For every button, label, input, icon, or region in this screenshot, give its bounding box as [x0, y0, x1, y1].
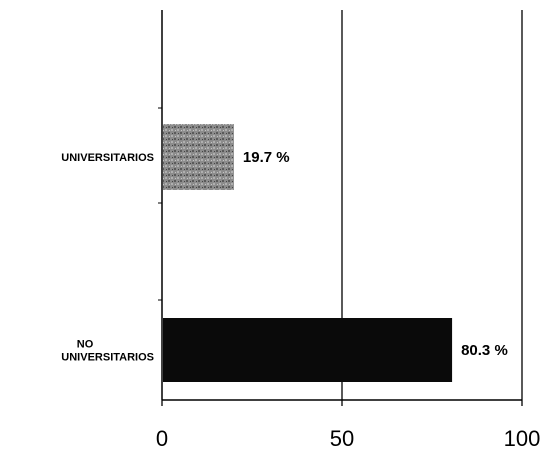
category-label: UNIVERSITARIOS: [61, 152, 154, 164]
x-tick-label: 50: [330, 426, 354, 451]
axes: [158, 10, 523, 406]
x-tick-label: 100: [504, 426, 541, 451]
bar-value-label: 80.3 %: [461, 342, 508, 359]
bar: [163, 124, 234, 190]
x-tick-label: 0: [156, 426, 168, 451]
bars: [163, 124, 453, 382]
category-label: NO: [77, 339, 94, 351]
category-label: UNIVERSITARIOS: [61, 352, 154, 364]
bar: [163, 318, 453, 382]
bar-value-label: 19.7 %: [243, 149, 290, 166]
